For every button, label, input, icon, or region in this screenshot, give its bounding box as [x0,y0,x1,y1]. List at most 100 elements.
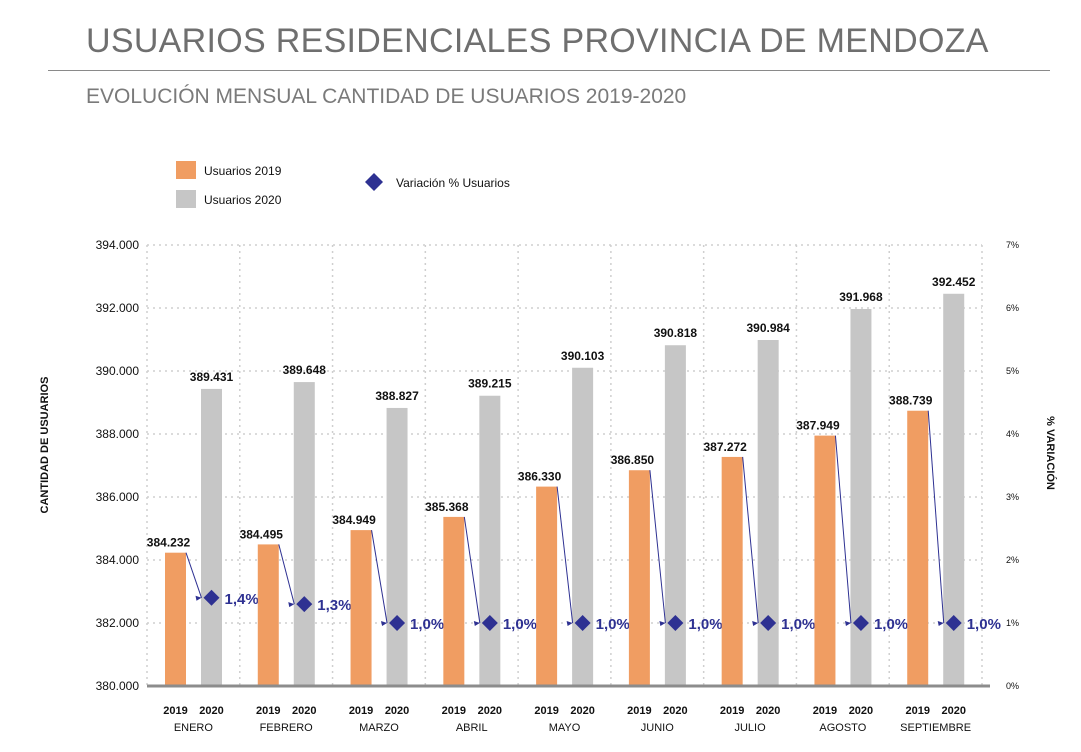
variation-connector-arrow [937,621,944,626]
y-tick-label: 384.000 [96,553,140,567]
x-sub-label-2019: 2019 [163,705,187,717]
x-category-label: JULIO [734,722,766,734]
y-tick-label: 392.000 [96,301,140,315]
variation-connector-arrow [288,602,295,608]
variation-connector [463,516,481,624]
legend-swatch-2020 [176,190,196,208]
variation-label: 1,0% [503,616,537,633]
bar-2019 [721,456,743,686]
bar-2019 [814,435,836,686]
variation-marker [481,615,498,631]
variation-connector [742,456,759,624]
y2-tick-label: 5% [1006,366,1019,376]
x-sub-label-2019: 2019 [720,705,744,717]
x-sub-label-2020: 2020 [570,705,594,717]
x-sub-label-2019: 2019 [627,705,651,717]
variation-marker [760,615,777,631]
bar-2019 [257,544,279,686]
bar-2019 [536,486,558,686]
x-category-label: FEBRERO [260,722,314,734]
variation-connector [371,530,388,624]
variation-connector-arrow [752,621,759,626]
variation-marker [296,596,313,613]
variation-connector [927,410,945,624]
variation-marker [945,615,962,631]
variation-connector [556,486,574,624]
legend-label-2020: Usuarios 2020 [204,193,282,207]
data-label-2019: 388.739 [889,394,933,408]
variation-label: 1,4% [225,591,259,608]
bar-2020 [479,395,501,686]
page-subtitle: EVOLUCIÓN MENSUAL CANTIDAD DE USUARIOS 2… [86,85,687,108]
x-sub-label-2019: 2019 [813,705,837,717]
data-label-2020: 390.818 [654,326,698,340]
x-category-label: MAYO [549,722,581,734]
y2-tick-label: 0% [1006,681,1019,691]
bar-2020 [386,407,408,686]
bar-2019 [165,552,186,686]
y-tick-label: 380.000 [96,679,140,693]
y2-tick-label: 4% [1006,429,1019,439]
data-label-2019: 386.330 [518,470,562,484]
y-tick-label: 394.000 [96,238,140,252]
x-sub-label-2020: 2020 [199,705,223,717]
bar-2020 [850,309,872,686]
variation-connector-arrow [566,621,573,626]
data-label-2019: 384.495 [240,527,284,541]
y2-axis-title: % VARIACIÓN [1044,416,1057,490]
data-label-2019: 387.272 [703,440,747,454]
variation-label: 1,3% [317,597,351,614]
variation-marker [389,615,406,631]
x-sub-label-2020: 2020 [663,705,687,717]
legend-swatch-2019 [176,161,196,179]
bar-2020 [201,388,222,686]
variation-connector [278,544,295,605]
data-label-2019: 384.232 [147,536,191,550]
variation-connector [649,470,666,624]
variation-label: 1,0% [688,616,722,633]
y2-tick-label: 2% [1006,555,1019,565]
data-label-2020: 392.452 [932,275,976,289]
bar-2020 [293,382,315,686]
x-sub-label-2019: 2019 [256,705,280,717]
page-title: USUARIOS RESIDENCIALES PROVINCIA DE MEND… [86,22,989,60]
variation-connector-arrow [195,595,202,601]
variation-connector-arrow [381,621,388,626]
y-tick-label: 382.000 [96,616,140,630]
variation-connector [185,552,202,598]
x-sub-label-2019: 2019 [905,705,929,717]
x-category-label: AGOSTO [819,722,866,734]
data-label-2019: 385.368 [425,500,469,514]
x-sub-label-2020: 2020 [292,705,316,717]
variation-marker [667,615,684,631]
x-sub-label-2019: 2019 [442,705,466,717]
y-axis-title: CANTIDAD DE USUARIOS [39,377,51,514]
variation-marker [574,615,591,631]
variation-label: 1,0% [410,616,444,633]
bar-2019 [350,530,372,686]
x-sub-label-2019: 2019 [349,705,373,717]
data-label-2020: 389.648 [283,363,327,377]
data-label-2020: 389.431 [190,370,234,384]
y2-tick-label: 3% [1006,492,1019,502]
title-divider [48,70,1050,71]
variation-connector-arrow [473,621,480,626]
y2-tick-label: 6% [1006,303,1019,313]
variation-label: 1,0% [596,616,630,633]
x-category-label: MARZO [359,722,399,734]
x-sub-label-2020: 2020 [756,705,780,717]
data-label-2020: 389.215 [468,377,512,391]
variation-connector-arrow [659,621,666,626]
y2-tick-label: 7% [1006,240,1019,250]
data-label-2019: 387.949 [796,419,840,433]
legend-marker-variation [365,173,383,191]
x-category-label: ABRIL [456,722,488,734]
variation-connector-arrow [844,621,851,626]
x-sub-label-2020: 2020 [849,705,873,717]
x-sub-label-2020: 2020 [941,705,965,717]
bar-2020 [943,293,965,686]
bar-2020 [664,345,686,686]
x-sub-label-2020: 2020 [385,705,409,717]
data-label-2020: 391.968 [839,290,883,304]
